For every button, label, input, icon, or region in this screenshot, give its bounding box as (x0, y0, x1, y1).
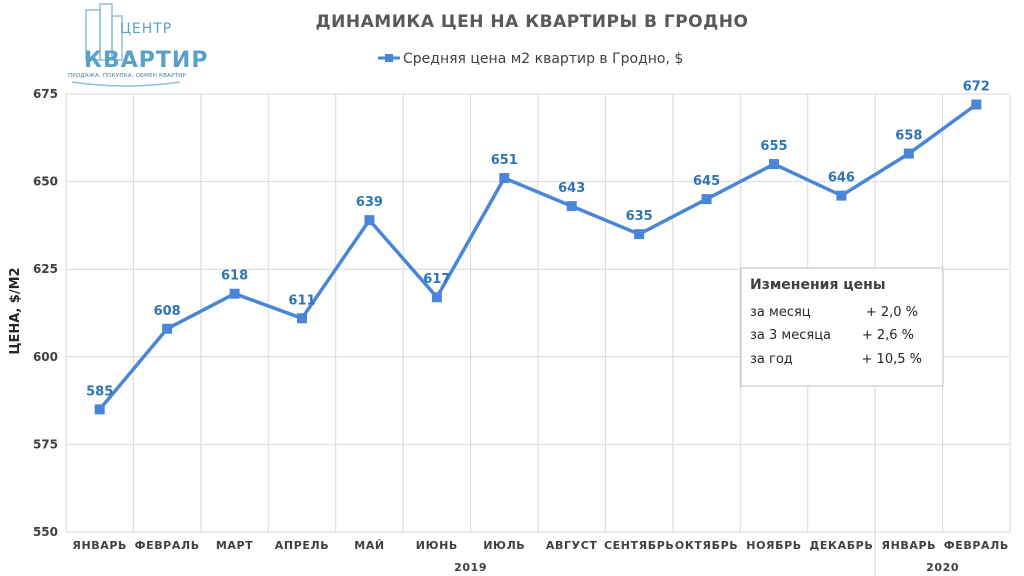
data-label: 639 (356, 195, 383, 210)
data-point (162, 323, 173, 334)
y-tick-label: 600 (33, 350, 58, 364)
x-tick-label: СЕНТЯБРЬ (604, 539, 674, 552)
y-tick-label: 675 (33, 87, 58, 101)
year-label: 2019 (454, 561, 487, 574)
x-tick-label: АПРЕЛЬ (275, 539, 329, 552)
data-label: 655 (760, 139, 787, 154)
data-label: 611 (288, 293, 315, 308)
series-line (98, 103, 978, 411)
change-3month-label: за 3 месяца (750, 328, 831, 343)
price-change-title: Изменения цены (750, 277, 886, 293)
legend-label: Средняя цена м2 квартир в Гродно, $ (403, 51, 683, 67)
change-month-value: + 2,0 % (866, 305, 918, 320)
x-axis-ticks: ЯНВАРЬ ФЕВРАЛЬ МАРТ АПРЕЛЬ МАЙ ИЮНЬ ИЮЛЬ АВГУСТ… (72, 539, 1008, 574)
building-icon (85, 3, 123, 61)
data-labels: 585 608 618 611 639 617 651 643 635 645 655 646 658 6… (86, 80, 990, 400)
data-label: 617 (423, 272, 450, 287)
data-label: 658 (895, 129, 922, 144)
change-year-value: + 10,5 % (862, 352, 922, 367)
legend: Средняя цена м2 квартир в Гродно, $ (378, 51, 683, 67)
data-point (431, 292, 442, 303)
x-tick-label: НОЯБРЬ (746, 539, 801, 552)
y-tick-label: 550 (33, 525, 58, 539)
chart-title: ДИНАМИКА ЦЕН НА КВАРТИРЫ В ГРОДНО (316, 12, 749, 32)
logo-tagline: ПРОДАЖА, ПОКУПКА, ОБМЕН КВАРТИР (68, 73, 186, 79)
x-tick-label: ИЮНЬ (416, 539, 458, 552)
y-axis-label: ЦЕНА, $/М2 (8, 267, 23, 354)
data-label: 585 (86, 384, 113, 399)
y-tick-label: 625 (33, 262, 58, 276)
price-change-box: Изменения цены за месяц + 2,0 % за 3 мес… (740, 267, 944, 387)
data-point (229, 288, 240, 299)
data-point (364, 215, 375, 226)
price-change-box-frame (740, 267, 944, 387)
change-year-label: за год (750, 352, 793, 367)
logo-line2: КВАРТИР (84, 48, 208, 73)
data-point (499, 173, 510, 184)
y-axis-ticks: 550 575 600 625 650 675 (33, 87, 58, 539)
change-month-label: за месяц (750, 305, 811, 320)
y-tick-label: 650 (33, 175, 58, 189)
data-point (634, 229, 645, 240)
x-tick-label: ОКТЯБРЬ (675, 539, 738, 552)
data-points (94, 99, 982, 415)
x-tick-label: ЯНВАРЬ (72, 539, 127, 552)
data-point (769, 159, 779, 170)
data-point (903, 148, 914, 159)
series-path (98, 103, 978, 411)
x-tick-label: МАЙ (354, 539, 384, 552)
data-point (94, 404, 105, 415)
logo: ЦЕНТР КВАРТИР ПРОДАЖА, ПОКУПКА, ОБМЕН КВ… (68, 3, 208, 87)
year-label: 2020 (926, 561, 959, 574)
x-tick-label: ФЕВРАЛЬ (944, 539, 1009, 552)
x-tick-label: ФЕВРАЛЬ (135, 539, 200, 552)
x-tick-label: ИЮЛЬ (483, 539, 525, 552)
data-label: 608 (154, 304, 181, 319)
data-label: 618 (221, 269, 248, 284)
data-label: 651 (491, 153, 518, 168)
x-tick-label: МАРТ (216, 539, 253, 552)
change-3month-value: + 2,6 % (862, 328, 914, 343)
x-tick-label: АВГУСТ (546, 539, 598, 552)
data-label: 643 (558, 181, 585, 196)
data-point (701, 194, 712, 205)
data-point (297, 313, 307, 324)
data-label: 672 (963, 80, 990, 95)
data-label: 635 (626, 209, 653, 224)
data-point (971, 99, 982, 110)
x-tick-label: ДЕКАБРЬ (809, 539, 873, 552)
data-point (566, 201, 577, 212)
data-point (836, 190, 847, 201)
logo-swoosh (71, 81, 181, 87)
y-tick-label: 575 (33, 437, 58, 451)
data-label: 646 (828, 171, 855, 186)
logo-line1: ЦЕНТР (120, 21, 172, 37)
data-label: 645 (693, 174, 720, 189)
x-tick-label: ЯНВАРЬ (882, 539, 937, 552)
legend-marker (385, 54, 393, 62)
